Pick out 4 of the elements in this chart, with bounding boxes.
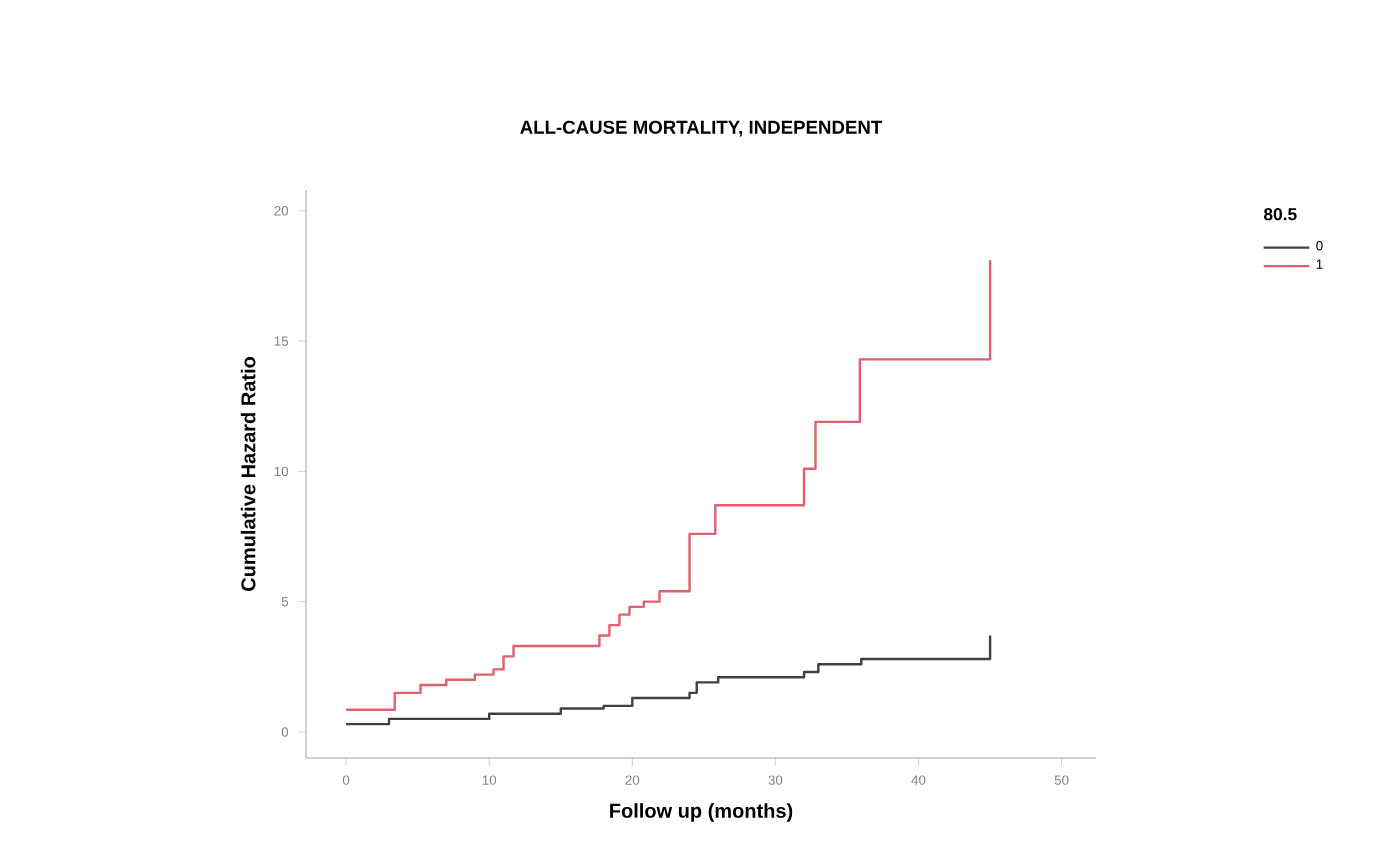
- chart-title: ALL-CAUSE MORTALITY, INDEPENDENT: [520, 120, 883, 137]
- x-axis-title: Follow up (months): [610, 803, 793, 822]
- legend-title: 80.5: [1263, 208, 1297, 221]
- y-axis-title: Cumulative Hazard Ratio: [240, 357, 256, 591]
